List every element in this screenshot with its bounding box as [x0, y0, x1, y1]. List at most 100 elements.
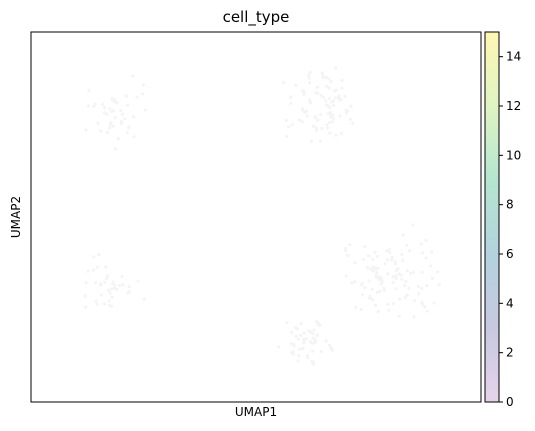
scatter-point — [301, 346, 305, 351]
scatter-point — [290, 122, 294, 127]
scatter-point — [95, 302, 99, 306]
scatter-point — [308, 340, 313, 344]
scatter-point — [320, 126, 324, 130]
colorbar-tick-label: 8 — [506, 198, 514, 212]
scatter-point — [143, 108, 147, 112]
scatter-point — [400, 252, 404, 257]
scatter-point — [135, 95, 139, 99]
scatter-point — [303, 110, 307, 114]
scatter-point — [83, 294, 87, 298]
scatter-point — [371, 298, 375, 302]
scatter-point — [307, 76, 311, 80]
scatter-point — [350, 281, 354, 285]
scatter-point — [140, 92, 145, 96]
scatter-point — [299, 322, 303, 326]
scatter-point — [127, 125, 131, 129]
scatter-point — [324, 75, 329, 79]
scatter-point — [111, 282, 115, 286]
scatter-point — [327, 343, 332, 347]
scatter-point — [339, 97, 343, 101]
scatter-point — [367, 296, 371, 300]
scatter-point — [339, 131, 344, 136]
scatter-point — [329, 79, 333, 84]
scatter-point — [132, 135, 136, 139]
scatter-point — [301, 337, 305, 341]
scatter-point — [388, 251, 392, 255]
scatter-point — [300, 120, 304, 124]
scatter-point — [387, 308, 391, 312]
scatter-point — [354, 305, 358, 309]
scatter-point — [113, 147, 118, 151]
scatter-point — [390, 258, 394, 262]
scatter-point — [343, 94, 347, 98]
scatter-point — [407, 249, 412, 253]
scatter-point — [308, 70, 313, 74]
scatter-point — [404, 280, 408, 284]
scatter-point — [363, 244, 367, 249]
scatter-point — [285, 320, 289, 325]
scatter-point — [126, 291, 130, 295]
scatter-points — [83, 66, 441, 366]
scatter-point — [104, 276, 109, 281]
scatter-point — [99, 129, 103, 133]
scatter-point — [345, 253, 349, 257]
scatter-point — [396, 267, 400, 271]
scatter-point — [384, 249, 389, 253]
scatter-point — [437, 283, 441, 287]
scatter-point — [107, 299, 111, 303]
scatter-point — [353, 261, 357, 265]
scatter-point — [131, 115, 136, 119]
scatter-point — [346, 109, 350, 113]
scatter-point — [95, 265, 100, 269]
scatter-point — [334, 66, 338, 70]
scatter-point — [113, 116, 117, 120]
scatter-point — [373, 303, 377, 307]
scatter-point — [116, 137, 120, 141]
scatter-point — [99, 293, 103, 297]
colorbar-tick-label: 10 — [506, 148, 521, 162]
scatter-point — [407, 286, 411, 290]
scatter-point — [331, 116, 335, 120]
scatter-point — [105, 130, 109, 134]
scatter-point — [371, 269, 376, 273]
scatter-point — [296, 337, 300, 341]
scatter-point — [110, 287, 114, 291]
colorbar-tick-label: 4 — [506, 296, 514, 310]
scatter-point — [292, 344, 296, 348]
scatter-point — [324, 84, 329, 88]
scatter-point — [411, 270, 415, 274]
scatter-point — [109, 110, 114, 114]
scatter-point — [319, 93, 323, 97]
scatter-point — [308, 98, 312, 102]
scatter-point — [391, 302, 395, 306]
scatter-point — [277, 345, 281, 349]
scatter-point — [306, 329, 311, 333]
scatter-point — [294, 334, 298, 339]
scatter-point — [394, 274, 398, 278]
scatter-point — [401, 233, 405, 237]
scatter-point — [289, 95, 293, 99]
scatter-point — [411, 223, 415, 227]
scatter-point — [349, 104, 353, 109]
scatter-point — [305, 354, 310, 358]
scatter-point — [327, 86, 331, 90]
scatter-point — [375, 254, 380, 259]
scatter-point — [420, 270, 424, 274]
scatter-point — [366, 254, 370, 258]
scatter-point — [84, 305, 88, 309]
scatter-point — [348, 117, 353, 121]
chart-title: cell_type — [223, 8, 290, 27]
scatter-point — [142, 297, 146, 301]
x-axis-label: UMAP1 — [235, 405, 277, 419]
scatter-point — [416, 284, 420, 288]
scatter-point — [401, 258, 405, 262]
scatter-point — [319, 112, 323, 117]
scatter-point — [311, 332, 315, 336]
colorbar-tick-label: 12 — [506, 99, 521, 113]
scatter-point — [313, 116, 317, 120]
scatter-point — [391, 275, 395, 279]
scatter-point — [328, 131, 332, 135]
scatter-point — [319, 349, 323, 354]
scatter-point — [311, 336, 315, 340]
scatter-point — [86, 104, 91, 108]
